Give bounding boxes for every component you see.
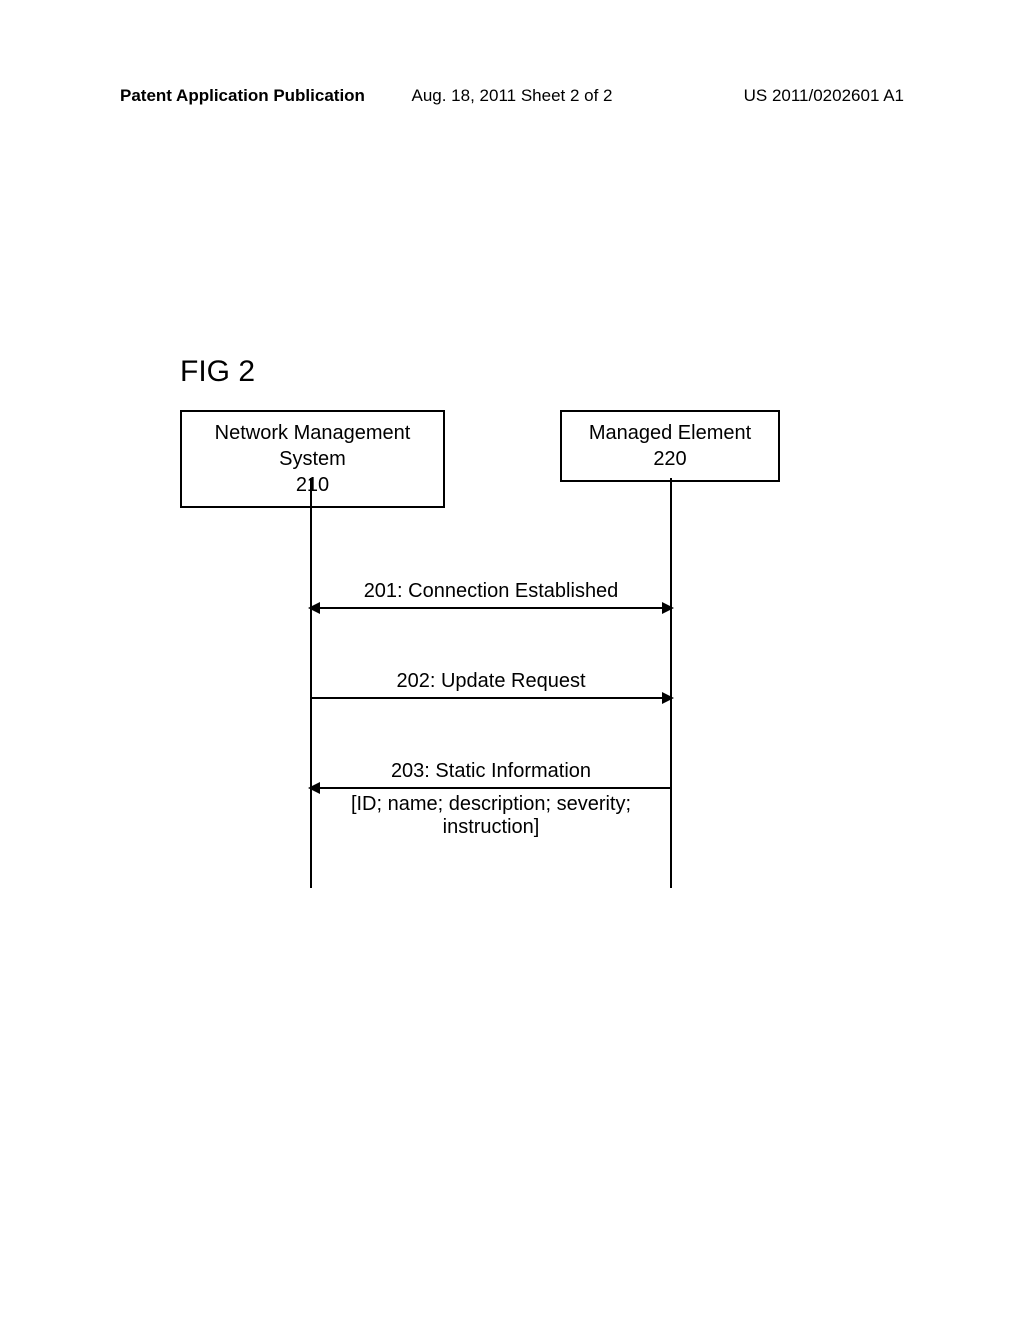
message-static-information: 203: Static Information [ID; name; descr… [310,760,672,839]
message-update-request: 202: Update Request [310,670,672,699]
participant-title-managed: Managed Element [574,420,766,446]
arrow-line-1 [310,607,672,609]
arrow-head-right-icon [662,602,674,614]
arrow-line-3 [310,787,672,789]
header-right-text: US 2011/0202601 A1 [744,86,904,106]
arrow-head-left-icon [308,602,320,614]
participant-box-managed: Managed Element 220 [560,410,780,482]
sequence-diagram: Network Management System 210 Managed El… [180,410,850,890]
arrow-head-right-icon [662,692,674,704]
header-center-text: Aug. 18, 2011 Sheet 2 of 2 [411,86,612,106]
arrow-line-2 [310,697,672,699]
figure-label: FIG 2 [180,355,255,389]
arrow-head-left-icon [308,782,320,794]
message-connection-established: 201: Connection Established [310,580,672,609]
message-label-1: 201: Connection Established [310,580,672,603]
participant-title-nms: Network Management System [194,420,431,472]
participant-number-nms: 210 [194,472,431,498]
participant-box-nms: Network Management System 210 [180,410,445,508]
message-label-2: 202: Update Request [310,670,672,693]
message-label-3: 203: Static Information [310,760,672,783]
page-header: Patent Application Publication Aug. 18, … [0,86,1024,106]
header-left-text: Patent Application Publication [120,86,365,106]
participant-number-managed: 220 [574,446,766,472]
message-sublabel-3: [ID; name; description; severity; instru… [310,793,672,839]
